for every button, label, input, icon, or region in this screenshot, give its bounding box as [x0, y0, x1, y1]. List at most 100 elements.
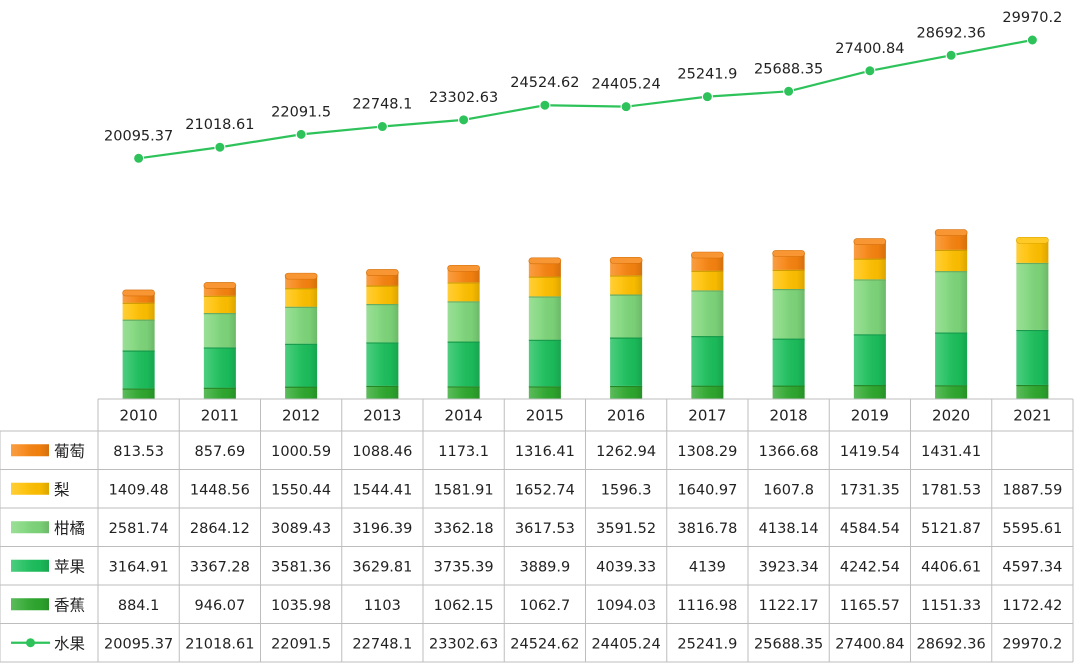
- bar-segment-shading: [122, 319, 155, 351]
- bar-segment-shading: [935, 332, 968, 386]
- table-cell: 29970.2: [1002, 636, 1062, 652]
- data-label: 24405.24: [592, 77, 661, 93]
- bar-segment-shading: [366, 304, 399, 343]
- bar-segment-shading: [203, 285, 236, 296]
- bar-top-cap: [284, 272, 318, 280]
- bar-top-cap: [853, 238, 887, 245]
- table-cell: 4139: [689, 559, 726, 575]
- bar-segment-shading: [1016, 384, 1049, 399]
- table-cell: 3617.53: [515, 521, 575, 537]
- bar-segment-shading: [853, 241, 886, 259]
- bar-segment-shading: [285, 386, 318, 399]
- x-tick-label: 2017: [688, 407, 726, 425]
- table-cell: 1103: [364, 598, 401, 614]
- legend-swatch-shading: [11, 598, 49, 611]
- bar-segment-edge: [935, 249, 968, 251]
- bars-layer: [122, 229, 1049, 399]
- bar-segment-shading: [528, 276, 561, 297]
- bar-segment-shading: [772, 269, 805, 289]
- line-point: [214, 141, 226, 153]
- line-point: [376, 121, 388, 133]
- bar-segment-edge: [935, 332, 968, 334]
- table-cell: 24524.62: [510, 636, 579, 652]
- legend-swatch-shading: [11, 521, 49, 534]
- bar-segment-shading: [772, 338, 805, 386]
- table-cell: 1116.98: [677, 598, 737, 614]
- bar-segment-shading: [122, 350, 155, 389]
- table-cell: 4138.14: [759, 521, 819, 537]
- line-point: [539, 99, 551, 111]
- bar-segment-shading: [935, 249, 968, 272]
- table-cell: 21018.61: [185, 636, 254, 652]
- bar-segment-shading: [691, 254, 724, 271]
- table-cell: 1062.15: [434, 598, 494, 614]
- bar-segment-edge: [447, 301, 480, 303]
- bar-segment-shading: [610, 337, 643, 386]
- table-cell: 4039.33: [596, 559, 656, 575]
- series-line-水果: [138, 38, 1033, 160]
- bar-segment-shading: [366, 342, 399, 386]
- bar-segment-shading: [447, 386, 480, 399]
- table-cell: 3367.28: [190, 559, 250, 575]
- bar-segment-edge: [528, 276, 561, 278]
- data-label: 24524.62: [510, 75, 579, 91]
- x-tick-label: 2014: [445, 407, 483, 425]
- table-cell: 1607.8: [763, 482, 814, 498]
- bar-segment-edge: [610, 275, 643, 277]
- bar-segment-shading: [935, 385, 968, 399]
- bar-segment-shading: [691, 270, 724, 291]
- table-cell: 1596.3: [601, 482, 652, 498]
- table-cell: 1308.29: [677, 444, 737, 460]
- bar-segment-edge: [285, 386, 318, 388]
- table-cell: 2581.74: [109, 521, 169, 537]
- bar-segment-edge: [285, 306, 318, 308]
- legend-marker: [26, 638, 35, 648]
- table-cell: 1316.41: [515, 444, 575, 460]
- table-cell: 25241.9: [677, 636, 737, 652]
- bar-segment-edge: [691, 290, 724, 292]
- bar-segment-edge: [935, 271, 968, 273]
- table-cell: 3591.52: [596, 521, 656, 537]
- data-label: 29970.2: [1002, 10, 1062, 26]
- bar-segment-edge: [366, 304, 399, 306]
- bar-segment-shading: [528, 386, 561, 399]
- bar-segment-edge: [447, 341, 480, 343]
- bar-top-cap: [366, 269, 399, 276]
- bar-segment-shading: [366, 385, 399, 399]
- table-cell: 813.53: [113, 444, 164, 460]
- bar-segment-shading: [610, 385, 643, 399]
- bar-segment-shading: [853, 258, 886, 280]
- bar-segment-edge: [122, 302, 155, 304]
- bar-segment-edge: [285, 288, 318, 290]
- bar-segment-shading: [1016, 240, 1049, 263]
- bar-segment-edge: [203, 347, 236, 349]
- table-cell: 1262.94: [596, 444, 656, 460]
- bar-segment-shading: [1016, 262, 1049, 330]
- bar-segment-edge: [203, 295, 236, 297]
- legend-label: 水果: [54, 635, 85, 653]
- x-tick-label: 2015: [526, 407, 564, 425]
- legend-label: 苹果: [54, 558, 85, 576]
- table-cell: 1062.7: [520, 598, 571, 614]
- table-cell: 3923.34: [759, 559, 819, 575]
- bar-top-cap: [1016, 236, 1049, 244]
- bar-segment-shading: [772, 385, 805, 399]
- table-cell: 3889.9: [520, 559, 571, 575]
- bar-segment-edge: [447, 282, 480, 284]
- bar-segment-edge: [853, 279, 886, 281]
- bar-segment-edge: [691, 270, 724, 272]
- legend-label: 梨: [54, 481, 70, 499]
- bar-segment-edge: [772, 338, 805, 340]
- table-cell: 3629.81: [352, 559, 412, 575]
- bar-segment-shading: [122, 302, 155, 320]
- table-cell: 3089.43: [271, 521, 331, 537]
- line-layer: 20095.37 21018.61 22091.5 22748.1 23302.63 24…: [104, 10, 1062, 164]
- bar-segment-edge: [203, 387, 236, 389]
- x-tick-label: 2018: [770, 407, 808, 425]
- bar-segment-edge: [366, 385, 399, 387]
- legend-swatch-shading: [11, 444, 49, 457]
- bar-segment-edge: [610, 294, 643, 296]
- x-tick-label: 2021: [1013, 407, 1051, 425]
- table-cell: 5121.87: [921, 521, 981, 537]
- bar-segment-shading: [203, 387, 236, 399]
